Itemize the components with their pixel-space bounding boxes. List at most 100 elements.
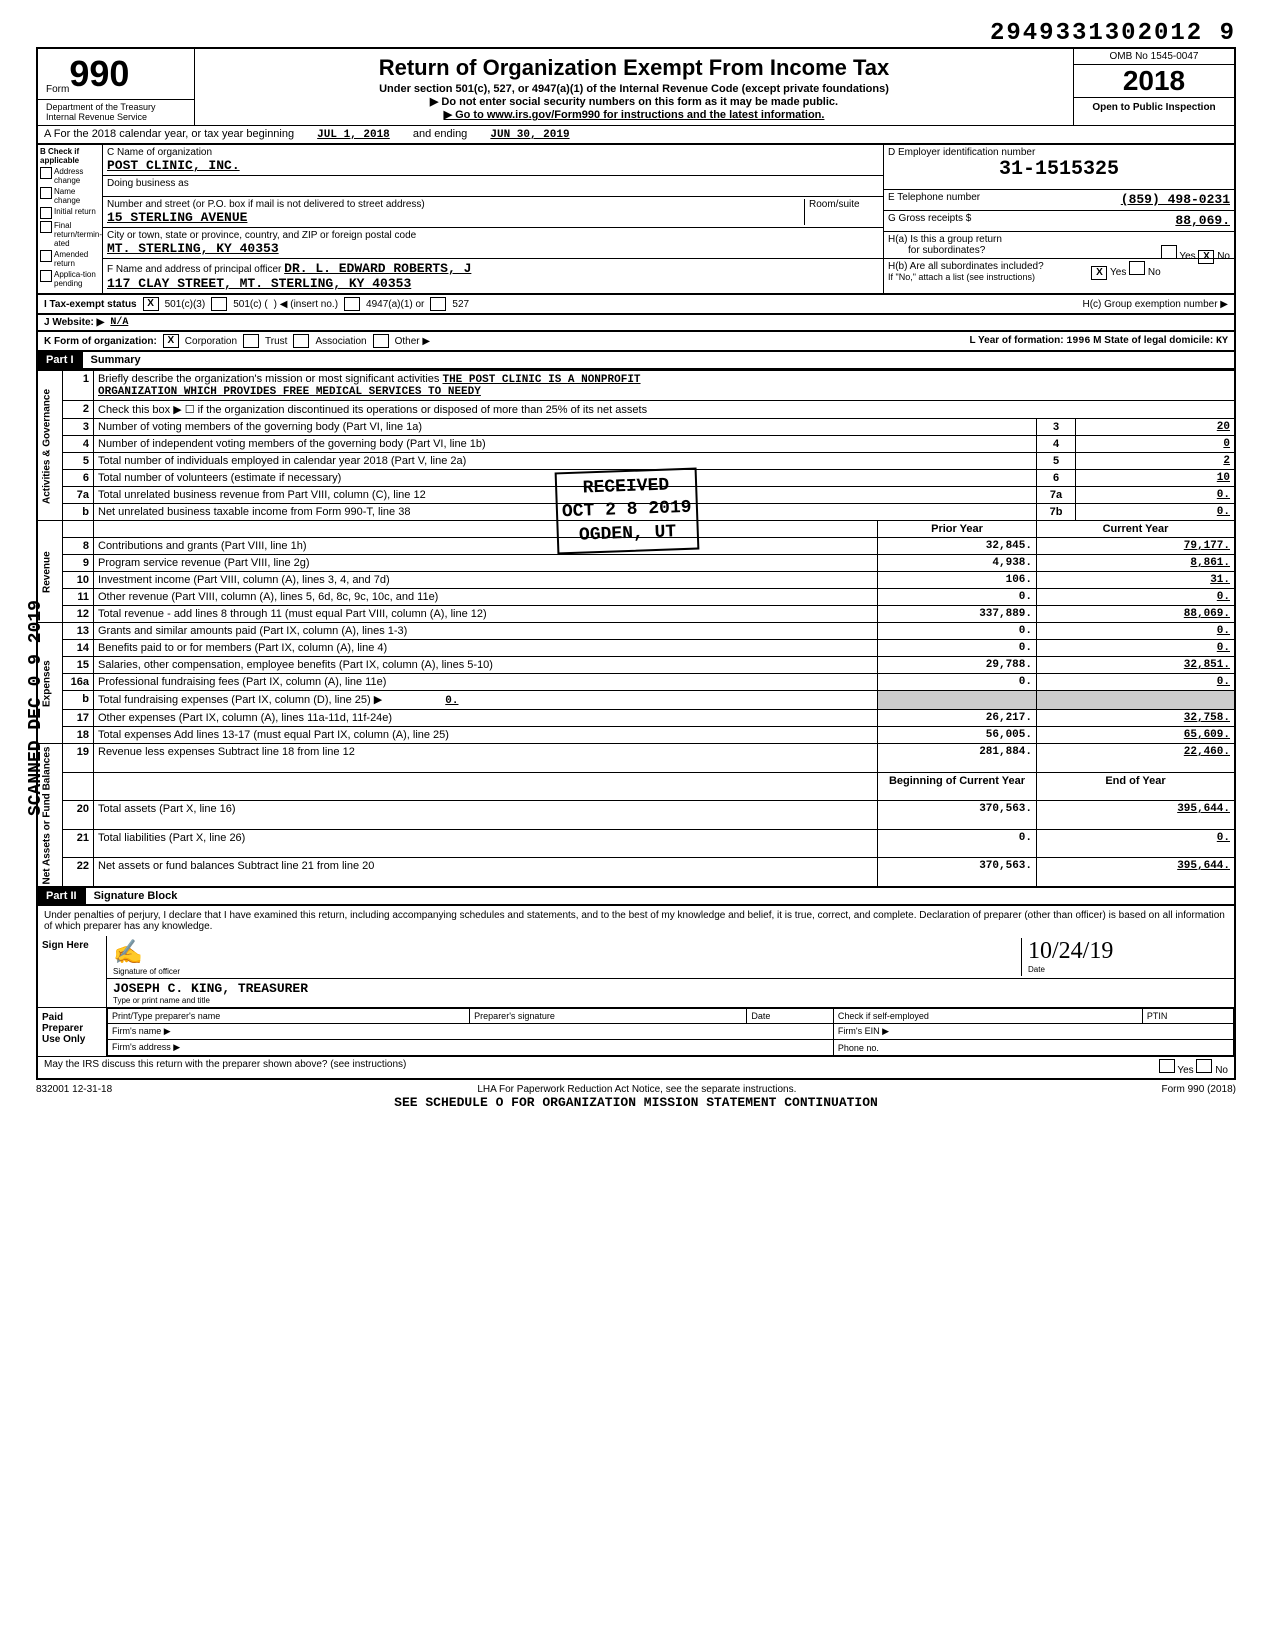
line-k-label: K Form of organization:: [44, 336, 157, 347]
ssn-warning: ▶ Do not enter social security numbers o…: [199, 95, 1069, 108]
line-19: Revenue less expenses Subtract line 18 f…: [94, 744, 878, 773]
ha-label: H(a) Is this a group return: [888, 234, 1230, 245]
tax-year: 2018: [1074, 65, 1234, 97]
line-2: Check this box ▶ ☐ if the organization d…: [94, 401, 1236, 419]
part-1-header: Part I Summary: [36, 352, 1236, 370]
form-prefix: Form: [46, 84, 69, 95]
begin-year-hdr: Beginning of Current Year: [878, 772, 1037, 801]
firm-ein-label: Firm's EIN ▶: [833, 1024, 1233, 1040]
phone-label: Phone no.: [833, 1040, 1233, 1056]
line-6-val: 10: [1076, 470, 1236, 487]
dept-block: Department of the Treasury Internal Reve…: [38, 99, 194, 124]
l11-cy: 0.: [1037, 589, 1236, 606]
column-b: B Check if applicable Address change Nam…: [38, 145, 103, 293]
line-5: Total number of individuals employed in …: [94, 453, 1037, 470]
l22-py: 370,563.: [878, 858, 1037, 887]
l17-cy: 32,758.: [1037, 710, 1236, 727]
date-label: Date: [1028, 965, 1228, 974]
dept-line-2: Internal Revenue Service: [46, 112, 186, 122]
line-15: Salaries, other compensation, employee b…: [94, 657, 878, 674]
gross-receipts-line: G Gross receipts $ 88,069.: [884, 211, 1234, 232]
discuss-no-box[interactable]: [1196, 1059, 1212, 1073]
ha-no-box[interactable]: X: [1198, 250, 1214, 264]
hb-yes-box[interactable]: X: [1091, 266, 1107, 280]
501c3-box[interactable]: X: [143, 297, 159, 311]
col-b-header: B Check if applicable: [40, 147, 100, 165]
l9-py: 4,938.: [878, 555, 1037, 572]
officer-line: F Name and address of principal officer …: [103, 259, 883, 293]
chk-initial-return[interactable]: Initial return: [40, 207, 100, 219]
gross-value: 88,069.: [1175, 213, 1230, 228]
ptin-label: PTIN: [1142, 1009, 1233, 1024]
perjury-declaration: Under penalties of perjury, I declare th…: [38, 906, 1234, 936]
l20-cy: 395,644.: [1037, 801, 1236, 830]
527-box[interactable]: [430, 297, 446, 311]
side-netassets: Net Assets or Fund Balances: [37, 744, 63, 888]
prep-sig-label: Preparer's signature: [470, 1009, 747, 1024]
website-value: N/A: [110, 317, 128, 328]
dba-line: Doing business as: [103, 176, 883, 197]
firm-address-label: Firm's address ▶: [108, 1040, 834, 1056]
ein-value: 31-1515325: [888, 158, 1230, 181]
chk-application[interactable]: Applica-tion pending: [40, 270, 100, 288]
chk-final-return[interactable]: Final return/termin-ated: [40, 221, 100, 248]
omb-block: OMB No 1545-0047 2018 Open to Public Ins…: [1074, 49, 1234, 125]
preparer-table: Print/Type preparer's name Preparer's si…: [107, 1008, 1234, 1056]
line-a-text-2: and ending: [413, 128, 467, 140]
part-2-label: Part II: [38, 888, 85, 904]
line-1-num: 1: [63, 371, 94, 401]
form-header: Form 990 Department of the Treasury Inte…: [36, 47, 1236, 125]
address-line: Number and street (or P.O. box if mail i…: [103, 197, 883, 228]
side-governance: Activities & Governance: [37, 371, 63, 521]
l17-py: 26,217.: [878, 710, 1037, 727]
discuss-yes-box[interactable]: [1159, 1059, 1175, 1073]
column-d: D Employer identification number 31-1515…: [884, 145, 1234, 293]
l14-py: 0.: [878, 640, 1037, 657]
side-expenses: Expenses: [37, 623, 63, 744]
line-10: Investment income (Part VIII, column (A)…: [94, 572, 878, 589]
current-year-hdr: Current Year: [1037, 521, 1236, 538]
hb-no-box[interactable]: [1129, 261, 1145, 275]
part-2-title: Signature Block: [85, 888, 1234, 904]
chk-address-change[interactable]: Address change: [40, 167, 100, 185]
corp-box[interactable]: X: [163, 334, 179, 348]
group-return-line: H(a) Is this a group return for subordin…: [884, 232, 1234, 259]
501c-box[interactable]: [211, 297, 227, 311]
l8-py: 32,845.: [878, 538, 1037, 555]
officer-name-line: JOSEPH C. KING, TREASURER Type or print …: [107, 979, 1234, 1007]
gross-label: G Gross receipts $: [888, 213, 971, 224]
chk-amended[interactable]: Amended return: [40, 250, 100, 268]
public-inspection: Open to Public Inspection: [1074, 97, 1234, 117]
ha-label-2: for subordinates?: [888, 245, 985, 256]
tel-label: E Telephone number: [888, 192, 980, 203]
ha-yes-box[interactable]: [1161, 245, 1177, 259]
l8-cy: 79,177.: [1037, 538, 1236, 555]
line-a-text-1: A For the 2018 calendar year, or tax yea…: [44, 128, 294, 140]
footer-form: Form 990 (2018): [1162, 1084, 1236, 1095]
prep-date-label: Date: [747, 1009, 834, 1024]
room-suite-label: Room/suite: [804, 199, 879, 225]
trust-box[interactable]: [243, 334, 259, 348]
org-name-line: C Name of organization POST CLINIC, INC.: [103, 145, 883, 176]
discuss-label: May the IRS discuss this return with the…: [44, 1059, 406, 1076]
discuss-row: May the IRS discuss this return with the…: [38, 1056, 1234, 1078]
formation-year: 1996: [1066, 336, 1090, 347]
line-7b-val: 0.: [1076, 504, 1236, 521]
line-16b: Total fundraising expenses (Part IX, col…: [94, 691, 878, 710]
chk-name-change[interactable]: Name change: [40, 187, 100, 205]
assoc-box[interactable]: [293, 334, 309, 348]
other-box[interactable]: [373, 334, 389, 348]
schedule-o-note: SEE SCHEDULE O FOR ORGANIZATION MISSION …: [36, 1095, 1236, 1110]
l11-py: 0.: [878, 589, 1037, 606]
form-number: 990: [69, 53, 129, 95]
footer-lha: LHA For Paperwork Reduction Act Notice, …: [477, 1084, 796, 1095]
tax-exempt-row: I Tax-exempt status X 501(c)(3) 501(c) (…: [36, 295, 1236, 315]
l21-py: 0.: [878, 829, 1037, 858]
hb-label: H(b) Are all subordinates included?: [888, 261, 1044, 272]
line-12: Total revenue - add lines 8 through 11 (…: [94, 606, 878, 623]
l12-cy: 88,069.: [1037, 606, 1236, 623]
line-14: Benefits paid to or for members (Part IX…: [94, 640, 878, 657]
org-name-label: C Name of organization: [107, 147, 879, 158]
4947-box[interactable]: [344, 297, 360, 311]
line-7a-val: 0.: [1076, 487, 1236, 504]
